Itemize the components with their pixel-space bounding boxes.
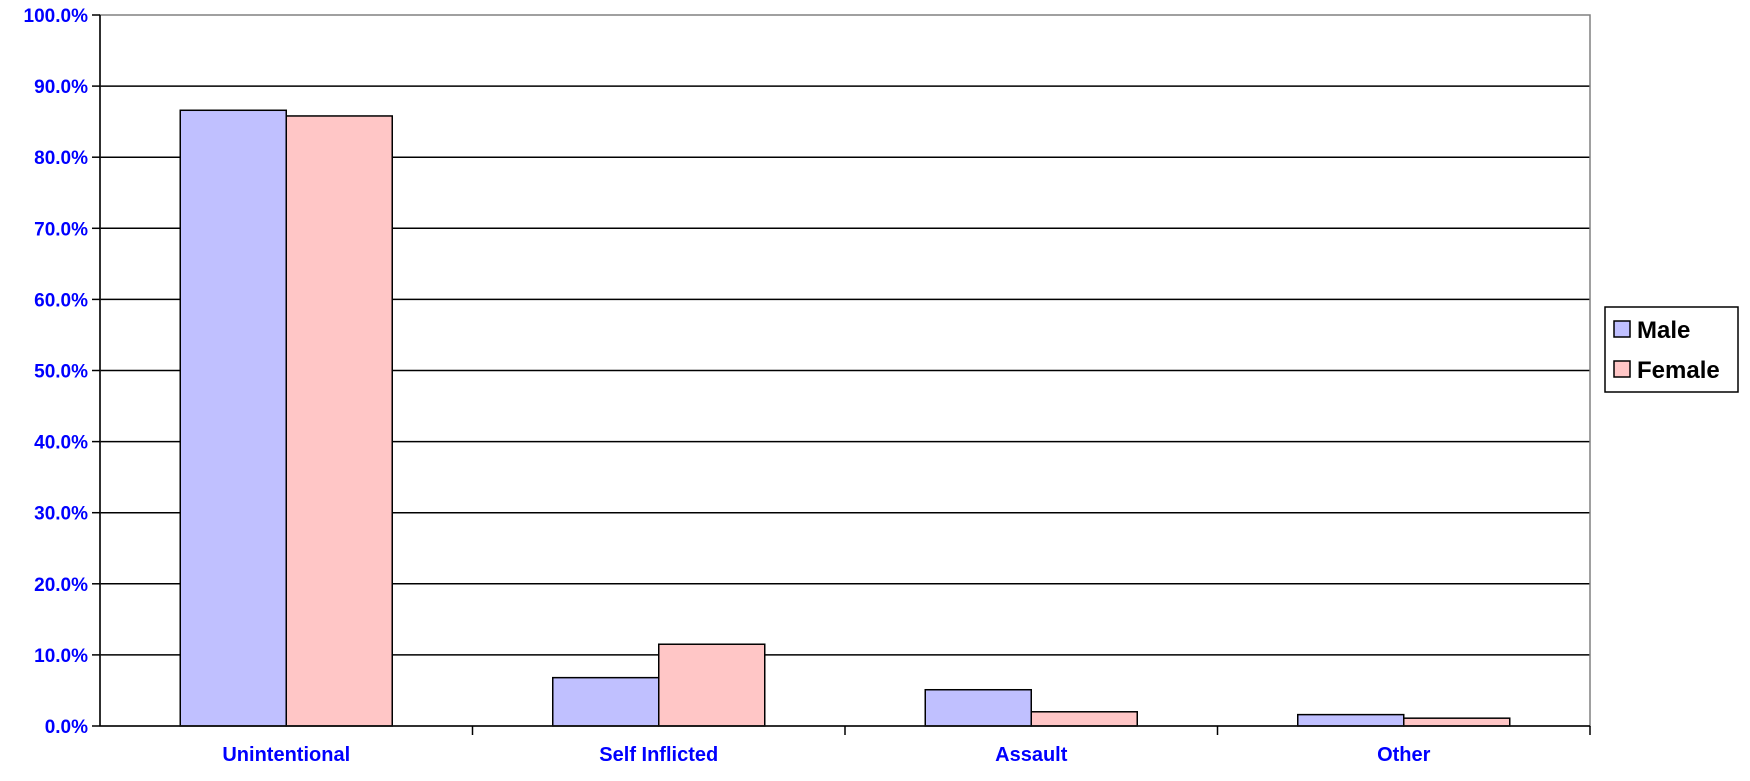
bar-male-assault [924, 688, 1032, 727]
y-tick-label: 70.0% [34, 219, 88, 240]
y-tick-label: 30.0% [34, 504, 88, 525]
y-axis-tick-labels: 0.0% 10.0% 20.0% 30.0% 40.0% 50.0% 60.0% 70.0% 8… [24, 6, 89, 738]
bar-female-unintentional [285, 115, 393, 727]
bar-female-assault [1030, 711, 1138, 727]
bars [179, 109, 1511, 727]
bar-male-other [1297, 713, 1405, 727]
x-tick-label: Self Inflicted [599, 744, 718, 766]
x-axis-tick-labels: Unintentional Self Inflicted Assault Other [222, 744, 1430, 766]
bar-female-other [1403, 717, 1511, 727]
y-tick-label: 0.0% [45, 717, 88, 738]
bar-male-self-inflicted [552, 676, 660, 727]
legend-swatch-female [1613, 360, 1631, 378]
legend-swatch-male [1613, 320, 1631, 338]
y-tick-label: 60.0% [34, 290, 88, 311]
y-tick-label: 50.0% [34, 362, 88, 383]
legend-label-male: Male [1637, 317, 1690, 344]
x-tick-label: Other [1377, 744, 1431, 766]
y-tick-label: 80.0% [34, 148, 88, 169]
bar-female-self-inflicted [658, 643, 766, 727]
axes [92, 14, 1591, 735]
bar-male-unintentional [179, 109, 287, 727]
x-tick-label: Unintentional [222, 744, 350, 766]
legend: Male Female [1604, 306, 1739, 393]
y-tick-label: 20.0% [34, 575, 88, 596]
y-tick-label: 100.0% [24, 6, 89, 27]
y-tick-label: 90.0% [34, 77, 88, 98]
y-tick-label: 10.0% [34, 646, 88, 667]
x-tick-label: Assault [995, 744, 1068, 766]
y-tick-label: 40.0% [34, 433, 88, 454]
legend-label-female: Female [1637, 357, 1720, 384]
